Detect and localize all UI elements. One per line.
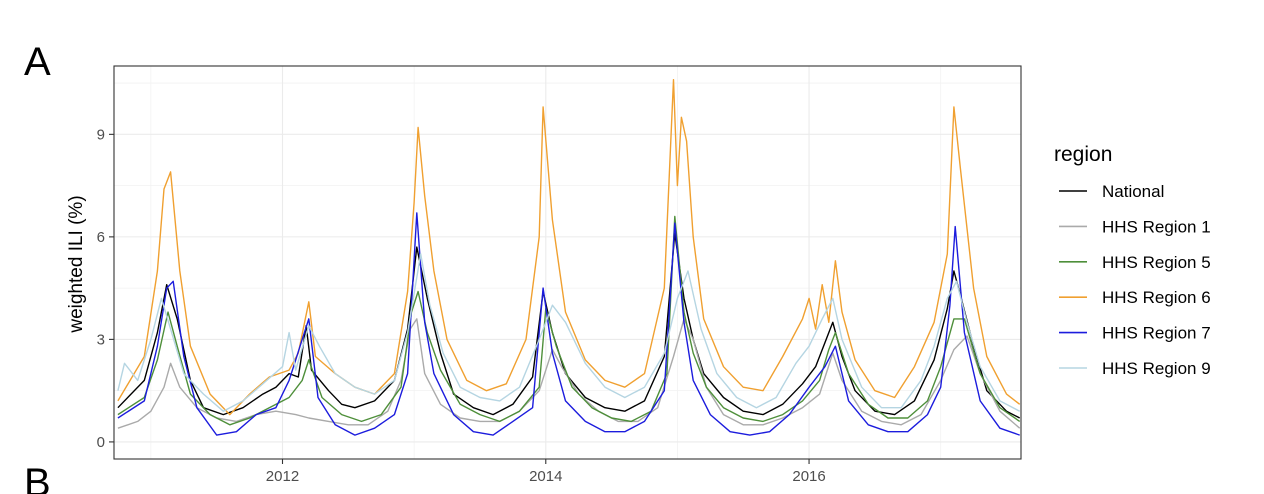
legend: region National HHS Region 1 HHS Region 5 H…	[1054, 143, 1211, 378]
plot-panel	[113, 65, 1022, 460]
plot-border	[113, 65, 1022, 460]
legend-label: HHS Region 6	[1102, 288, 1211, 307]
legend-item: HHS Region 1	[1059, 217, 1211, 236]
y-tick-label: 6	[97, 229, 105, 246]
panel-label-b: B	[24, 461, 51, 494]
legend-item: HHS Region 9	[1059, 359, 1211, 378]
legend-item: HHS Region 6	[1059, 288, 1211, 307]
y-tick-label: 3	[97, 331, 105, 348]
y-tick-label: 0	[97, 434, 105, 451]
axes: 0 3 6 9 2012 2014 2016	[97, 126, 826, 485]
plot-background	[114, 66, 1021, 459]
legend-item: HHS Region 7	[1059, 324, 1211, 343]
x-tick-label: 2016	[792, 468, 825, 485]
series-lines	[117, 79, 1021, 436]
y-axis-title: weighted ILI (%)	[66, 195, 87, 333]
x-tick-label: 2012	[266, 468, 299, 485]
legend-label: HHS Region 7	[1102, 324, 1211, 343]
series-line-hhs-region-6	[117, 79, 1021, 416]
legend-label: HHS Region 1	[1102, 217, 1211, 236]
legend-item: HHS Region 5	[1059, 253, 1211, 272]
legend-label: National	[1102, 182, 1164, 201]
series-line-hhs-region-7	[117, 212, 1020, 436]
legend-title: region	[1054, 143, 1112, 166]
legend-label: HHS Region 9	[1102, 359, 1211, 378]
series-line-hhs-region-9	[117, 253, 1021, 412]
legend-item: National	[1059, 182, 1164, 201]
panel-label-a: A	[24, 40, 51, 84]
series-line-hhs-region-5	[117, 215, 1021, 426]
legend-label: HHS Region 5	[1102, 253, 1211, 272]
x-tick-label: 2014	[529, 468, 562, 485]
y-tick-label: 9	[97, 126, 105, 143]
